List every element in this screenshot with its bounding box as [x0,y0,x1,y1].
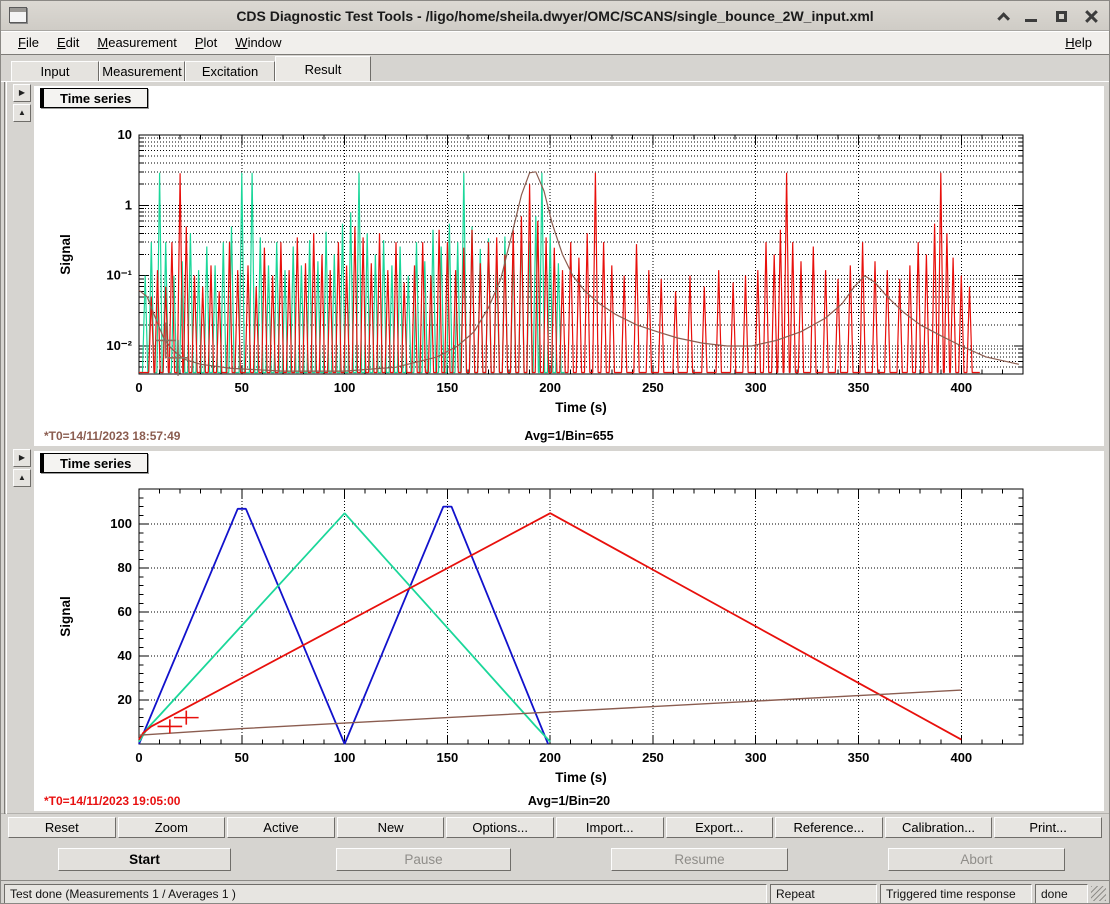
menu-file[interactable]: File [9,33,48,52]
timeseries-chart-2[interactable]: 0 50 100 150 200 250 300 350 400 20 40 60 80 100 Time … [34,451,1104,811]
menu-measurement[interactable]: Measurement [88,33,186,52]
svg-text:200: 200 [539,750,561,765]
svg-text:350: 350 [848,750,870,765]
menu-help[interactable]: Help [1056,33,1101,52]
menubar: File Edit Measurement Plot Window Help [1,31,1109,55]
tab-measurement[interactable]: Measurement [99,61,185,81]
svg-text:400: 400 [950,750,972,765]
menu-edit[interactable]: Edit [48,33,88,52]
svg-text:100: 100 [110,516,132,531]
svg-text:Signal: Signal [58,596,73,637]
resume-button[interactable]: Resume [611,848,788,871]
svg-text:20: 20 [118,692,132,707]
menu-plot[interactable]: Plot [186,33,226,52]
calibration-button[interactable]: Calibration... [885,817,993,838]
svg-text:60: 60 [118,604,132,619]
panel1-footer-avg: Avg=1/Bin=655 [34,429,1104,443]
maximize-icon [1056,11,1067,22]
maximize-button[interactable] [1053,8,1069,24]
menu-window[interactable]: Window [226,33,290,52]
shade-button[interactable] [993,8,1009,24]
status-state: done [1035,884,1088,904]
tab-result[interactable]: Result [275,56,371,81]
options-button[interactable]: Options... [446,817,554,838]
export-button[interactable]: Export... [666,817,774,838]
panel2-up-arrow-button[interactable]: ▲ [13,469,31,487]
svg-text:0: 0 [135,750,142,765]
zoom-button[interactable]: Zoom [118,817,226,838]
minimize-icon [1025,19,1037,22]
svg-text:Signal: Signal [58,234,73,275]
timeseries-chart-1[interactable]: 0 50 100 150 200 250 300 350 400 10 1 10⁻¹ 10⁻² Time … [34,86,1104,446]
window-title: CDS Diagnostic Test Tools - /ligo/home/s… [1,8,1109,24]
svg-text:350: 350 [848,380,870,395]
titlebar: CDS Diagnostic Test Tools - /ligo/home/s… [1,1,1109,31]
svg-text:10⁻²: 10⁻² [106,338,132,353]
svg-text:Time (s): Time (s) [555,400,607,415]
svg-text:300: 300 [745,750,767,765]
resize-grip[interactable] [1091,886,1106,901]
svg-text:150: 150 [437,750,459,765]
panel1-up-arrow-button[interactable]: ▲ [13,104,31,122]
svg-text:50: 50 [235,750,249,765]
close-icon [1085,10,1098,23]
svg-text:250: 250 [642,750,664,765]
status-measurement-mode: Triggered time response [880,884,1032,904]
svg-text:100: 100 [334,750,356,765]
statusbar: Test done (Measurements 1 / Averages 1 )… [1,880,1109,904]
tab-excitation[interactable]: Excitation [185,61,275,81]
status-message: Test done (Measurements 1 / Averages 1 ) [4,884,767,904]
status-repeat: Repeat [770,884,877,904]
svg-text:0: 0 [135,380,142,395]
svg-text:150: 150 [437,380,459,395]
measurement-controls: Start Pause Resume Abort [1,840,1109,880]
svg-text:50: 50 [235,380,249,395]
pane-divider [4,82,7,814]
reference-button[interactable]: Reference... [775,817,883,838]
svg-text:40: 40 [118,648,132,663]
timeseries-panel-2: 0 50 100 150 200 250 300 350 400 20 40 60 80 100 Time … [34,451,1104,811]
svg-text:Time (s): Time (s) [555,770,607,785]
window-menu-icon[interactable] [9,7,27,23]
svg-text:100: 100 [334,380,356,395]
abort-button[interactable]: Abort [888,848,1065,871]
svg-text:80: 80 [118,560,132,575]
svg-text:300: 300 [745,380,767,395]
new-button[interactable]: New [337,817,445,838]
svg-text:250: 250 [642,380,664,395]
close-button[interactable] [1083,8,1099,24]
panel2-next-arrow-button[interactable]: ▶ [13,449,31,467]
app-window: CDS Diagnostic Test Tools - /ligo/home/s… [0,0,1110,904]
print-button[interactable]: Print... [994,817,1102,838]
panel2-footer-avg: Avg=1/Bin=20 [34,794,1104,808]
active-button[interactable]: Active [227,817,335,838]
tab-input[interactable]: Input [11,61,99,81]
shade-icon [997,12,1010,25]
plot-toolbar: Reset Zoom Active New Options... Import.… [1,813,1109,840]
start-button[interactable]: Start [58,848,231,871]
pause-button[interactable]: Pause [336,848,511,871]
panel1-next-arrow-button[interactable]: ▶ [13,84,31,102]
panel1-pad-title[interactable]: Time series [40,88,148,108]
reset-button[interactable]: Reset [8,817,116,838]
svg-text:1: 1 [125,197,132,212]
timeseries-panel-1: 0 50 100 150 200 250 300 350 400 10 1 10⁻¹ 10⁻² Time … [34,86,1104,446]
tab-strip: Input Measurement Excitation Result [1,55,1109,81]
minimize-button[interactable] [1023,8,1039,24]
svg-text:400: 400 [950,380,972,395]
svg-text:10: 10 [118,127,132,142]
result-workspace: ▶ ▲ 05010015020025030035040010110⁻¹10⁻²T… [1,81,1109,813]
svg-text:10⁻¹: 10⁻¹ [106,268,132,283]
panel2-pad-title[interactable]: Time series [40,453,148,473]
import-button[interactable]: Import... [556,817,664,838]
svg-text:200: 200 [539,380,561,395]
